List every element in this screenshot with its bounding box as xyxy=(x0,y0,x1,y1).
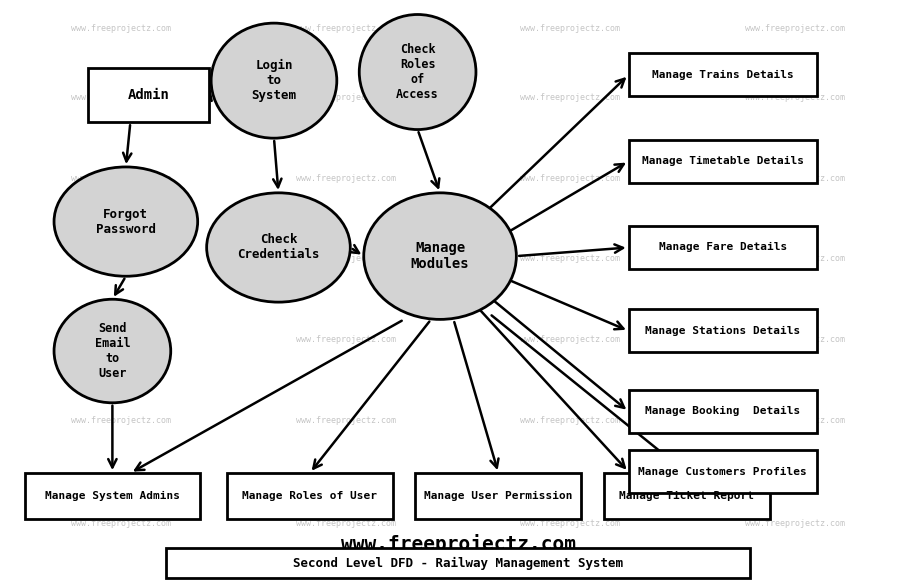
Text: Login
to
System: Login to System xyxy=(252,59,297,102)
Text: www.freeprojectz.com: www.freeprojectz.com xyxy=(520,25,620,33)
Text: www.freeprojectz.com: www.freeprojectz.com xyxy=(71,255,171,264)
Text: www.freeprojectz.com: www.freeprojectz.com xyxy=(520,416,620,424)
FancyBboxPatch shape xyxy=(628,226,817,269)
Text: Manage Booking  Details: Manage Booking Details xyxy=(645,406,801,416)
Text: www.freeprojectz.com: www.freeprojectz.com xyxy=(745,519,845,528)
Text: www.freeprojectz.com: www.freeprojectz.com xyxy=(296,335,396,344)
Text: www.freeprojectz.com: www.freeprojectz.com xyxy=(745,255,845,264)
FancyBboxPatch shape xyxy=(415,473,582,519)
Text: Admin: Admin xyxy=(127,88,169,102)
Text: Send
Email
to
User: Send Email to User xyxy=(94,322,130,380)
Text: www.freeprojectz.com: www.freeprojectz.com xyxy=(71,519,171,528)
Ellipse shape xyxy=(359,15,476,130)
Text: www.freeprojectz.com: www.freeprojectz.com xyxy=(71,25,171,33)
Ellipse shape xyxy=(212,23,337,138)
Text: www.freeprojectz.com: www.freeprojectz.com xyxy=(520,174,620,183)
FancyBboxPatch shape xyxy=(628,450,817,494)
Text: Forgot
Password: Forgot Password xyxy=(96,208,156,235)
Ellipse shape xyxy=(364,193,517,319)
Text: Manage User Permission: Manage User Permission xyxy=(424,491,572,501)
Text: www.freeprojectz.com: www.freeprojectz.com xyxy=(71,174,171,183)
Text: Manage Ticket Report: Manage Ticket Report xyxy=(619,491,755,501)
Text: www.freeprojectz.com: www.freeprojectz.com xyxy=(520,255,620,264)
FancyBboxPatch shape xyxy=(628,309,817,352)
Text: www.freeprojectz.com: www.freeprojectz.com xyxy=(745,416,845,424)
Text: www.freeprojectz.com: www.freeprojectz.com xyxy=(71,416,171,424)
Text: www.freeprojectz.com: www.freeprojectz.com xyxy=(71,335,171,344)
Text: www.freeprojectz.com: www.freeprojectz.com xyxy=(296,416,396,424)
Text: www.freeprojectz.com: www.freeprojectz.com xyxy=(745,25,845,33)
Ellipse shape xyxy=(207,193,350,302)
FancyBboxPatch shape xyxy=(604,473,770,519)
FancyBboxPatch shape xyxy=(227,473,393,519)
Text: Manage System Admins: Manage System Admins xyxy=(45,491,180,501)
Text: www.freeprojectz.com: www.freeprojectz.com xyxy=(745,93,845,102)
FancyBboxPatch shape xyxy=(166,548,749,578)
FancyBboxPatch shape xyxy=(25,473,200,519)
Text: www.freeprojectz.com: www.freeprojectz.com xyxy=(71,93,171,102)
Text: www.freeprojectz.com: www.freeprojectz.com xyxy=(296,174,396,183)
Text: Manage Timetable Details: Manage Timetable Details xyxy=(642,156,804,166)
Text: Second Level DFD - Railway Management System: Second Level DFD - Railway Management Sy… xyxy=(293,556,623,570)
Text: Manage Stations Details: Manage Stations Details xyxy=(645,326,801,336)
Text: Manage Fare Details: Manage Fare Details xyxy=(659,242,787,252)
Text: www.freeprojectz.com: www.freeprojectz.com xyxy=(520,519,620,528)
Text: www.freeprojectz.com: www.freeprojectz.com xyxy=(296,25,396,33)
Text: Manage
Modules: Manage Modules xyxy=(410,241,469,271)
Text: Manage Trains Details: Manage Trains Details xyxy=(652,70,793,80)
Text: Check
Roles
of
Access: Check Roles of Access xyxy=(397,43,439,101)
Text: www.freeprojectz.com: www.freeprojectz.com xyxy=(296,255,396,264)
Text: www.freeprojectz.com: www.freeprojectz.com xyxy=(520,93,620,102)
Text: www.freeprojectz.com: www.freeprojectz.com xyxy=(745,174,845,183)
Text: Manage Customers Profiles: Manage Customers Profiles xyxy=(638,467,807,477)
FancyBboxPatch shape xyxy=(628,390,817,433)
Text: Check
Credentials: Check Credentials xyxy=(237,234,320,261)
Text: www.freeprojectz.com: www.freeprojectz.com xyxy=(520,335,620,344)
FancyBboxPatch shape xyxy=(628,140,817,183)
Text: www.freeprojectz.com: www.freeprojectz.com xyxy=(341,534,575,554)
Ellipse shape xyxy=(54,167,198,276)
Text: www.freeprojectz.com: www.freeprojectz.com xyxy=(296,93,396,102)
FancyBboxPatch shape xyxy=(628,53,817,96)
Text: www.freeprojectz.com: www.freeprojectz.com xyxy=(745,335,845,344)
FancyBboxPatch shape xyxy=(88,68,209,122)
Text: www.freeprojectz.com: www.freeprojectz.com xyxy=(296,519,396,528)
Text: Manage Roles of User: Manage Roles of User xyxy=(243,491,377,501)
Ellipse shape xyxy=(54,299,170,403)
